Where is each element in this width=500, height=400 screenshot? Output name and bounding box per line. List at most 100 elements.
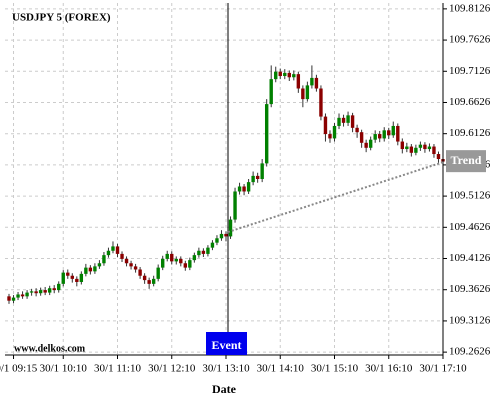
candle-body xyxy=(278,71,282,77)
candle-body xyxy=(427,146,432,150)
event-label: Event xyxy=(212,338,242,352)
candle-body xyxy=(197,250,201,256)
candle-body xyxy=(373,134,377,140)
candle-body xyxy=(269,79,273,105)
trend-line xyxy=(227,161,444,234)
y-tick-label: 109.3626 xyxy=(449,283,491,295)
candle-body xyxy=(7,296,11,301)
candle-body xyxy=(405,146,409,150)
candle-body xyxy=(124,258,129,264)
candle-body xyxy=(111,246,115,251)
chart-title: USDJPY 5 (FOREX) xyxy=(12,12,111,24)
candle-body xyxy=(423,144,427,150)
candle-body xyxy=(16,294,20,298)
candle-body xyxy=(20,294,25,297)
candle-body xyxy=(88,267,93,272)
candle-body xyxy=(246,182,251,192)
x-tick-label: 30/1 12:10 xyxy=(148,363,196,375)
y-tick-label: 109.6626 xyxy=(449,96,491,108)
candle-body xyxy=(368,139,373,148)
candle-body xyxy=(66,272,70,276)
candle-body xyxy=(346,115,350,123)
candle-body xyxy=(129,263,133,267)
candle-body xyxy=(34,291,38,294)
candle-body xyxy=(332,125,337,139)
candle-body xyxy=(414,147,418,153)
x-axis-title: Date xyxy=(212,382,237,396)
trend-label: Trend xyxy=(451,153,482,167)
candle-body xyxy=(170,253,174,262)
candle-body xyxy=(364,142,368,148)
candle-body xyxy=(409,146,414,153)
candle-body xyxy=(133,266,138,270)
x-tick-label: 30/1 15:10 xyxy=(311,363,359,375)
y-tick-label: 109.4626 xyxy=(449,221,491,233)
candle-body xyxy=(432,146,436,155)
x-tick-label: 30/1 14:10 xyxy=(257,363,305,375)
candle-body xyxy=(314,77,319,89)
candle-body xyxy=(11,297,16,301)
candle-body xyxy=(215,238,219,243)
candle-body xyxy=(287,72,291,78)
candle-body xyxy=(387,130,391,136)
candle-body xyxy=(84,267,88,274)
y-tick-label: 109.7126 xyxy=(449,65,491,77)
candle-body xyxy=(38,290,43,294)
candle-body xyxy=(292,74,296,78)
candle-body xyxy=(70,275,74,279)
candle-body xyxy=(341,117,346,123)
x-tick-label: 30/1 16:10 xyxy=(365,363,413,375)
candle-body xyxy=(396,125,400,142)
trend-box xyxy=(446,150,486,173)
candle-body xyxy=(161,258,165,268)
candle-body xyxy=(43,290,47,293)
candle-body xyxy=(382,130,386,139)
candle-body xyxy=(174,258,178,262)
candle-body xyxy=(283,72,287,77)
y-tick-label: 109.4126 xyxy=(449,252,491,264)
candle-body xyxy=(296,74,301,89)
candle-body xyxy=(192,255,197,261)
candle-body xyxy=(210,242,215,248)
event-box xyxy=(206,332,247,355)
candle-body xyxy=(418,144,423,148)
candle-body xyxy=(25,292,29,297)
candle-body xyxy=(52,288,56,291)
plot-area xyxy=(5,3,443,355)
candle-body xyxy=(61,272,65,284)
candle-body xyxy=(274,71,278,80)
x-tick-label: 30/1 17:10 xyxy=(419,363,467,375)
candle-body xyxy=(75,278,79,282)
candle-body xyxy=(147,280,151,284)
candle-body xyxy=(142,275,147,281)
candle-body xyxy=(242,186,246,192)
candle-body xyxy=(188,260,192,268)
candle-body xyxy=(260,163,264,179)
candle-body xyxy=(255,175,260,179)
candle-body xyxy=(328,134,332,139)
candle-body xyxy=(305,85,310,100)
candle-body xyxy=(391,125,395,136)
candle-body xyxy=(79,273,84,282)
candle-body xyxy=(319,88,323,117)
candle-body xyxy=(350,115,355,128)
candle-body xyxy=(310,77,314,86)
candle-body xyxy=(400,141,405,150)
candle-body xyxy=(47,288,52,293)
x-tick-label: 30/1 13:10 xyxy=(202,363,250,375)
candle-body xyxy=(156,267,160,279)
x-tick-label: 30/1 10:10 xyxy=(40,363,88,375)
candle-body xyxy=(337,117,341,126)
candle-body xyxy=(151,278,156,284)
candle-body xyxy=(165,253,169,259)
candle-body xyxy=(233,191,237,220)
candle-body xyxy=(201,250,206,254)
y-tick-label: 109.5126 xyxy=(449,190,491,202)
candle-body xyxy=(138,269,142,276)
watermark: www.delkos.com xyxy=(14,343,86,354)
candle-body xyxy=(224,233,228,237)
candle-body xyxy=(219,233,224,239)
y-tick-label: 109.3126 xyxy=(449,314,491,326)
candle-body xyxy=(264,104,269,164)
